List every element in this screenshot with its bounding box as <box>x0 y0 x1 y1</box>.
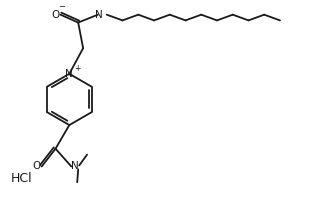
Text: O: O <box>51 10 60 20</box>
Text: HCl: HCl <box>11 172 33 185</box>
Text: +: + <box>74 64 80 73</box>
Text: −: − <box>58 2 65 11</box>
Text: N: N <box>65 69 73 79</box>
Text: N: N <box>95 10 103 20</box>
Text: N: N <box>71 162 79 171</box>
Text: O: O <box>33 162 41 171</box>
